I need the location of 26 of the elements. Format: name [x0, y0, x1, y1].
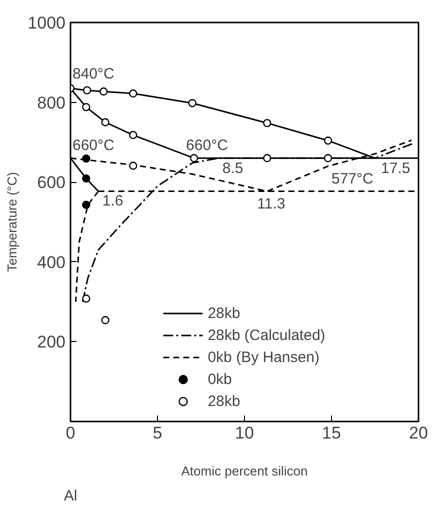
x-tick-label: 5 — [152, 424, 162, 442]
annotation: 8.5 — [222, 160, 244, 178]
annotation: 660°C — [72, 137, 115, 154]
x-axis-title: Atomic percent silicon — [181, 464, 308, 478]
legend-label: 0kb — [208, 370, 232, 388]
legend-label: 28kb (Calculated) — [208, 326, 326, 344]
y-tick-label: 1000 — [28, 14, 66, 32]
legend-label: 0kb (By Hansen) — [208, 348, 320, 366]
annotation: 1.6 — [102, 192, 124, 210]
x-tick-label: 10 — [235, 424, 254, 442]
annotation: 11.3 — [257, 195, 286, 212]
annotation: 840°C — [72, 65, 115, 82]
annotation: 660°C — [186, 137, 228, 154]
y-tick-label: 400 — [37, 252, 66, 272]
annotation: 577°C — [332, 170, 374, 188]
annotation: 17.5 — [381, 160, 410, 178]
y-tick-label: 200 — [37, 332, 66, 352]
x-tick-label: 15 — [322, 424, 341, 442]
legend-label: 28kb — [208, 304, 240, 322]
text: Al — [64, 488, 78, 504]
legend-label: 28kb — [208, 392, 240, 410]
x-tick-label: 0 — [66, 424, 76, 442]
x-tick-label: 20 — [409, 424, 428, 442]
y-tick-label: 800 — [37, 93, 66, 112]
y-axis-title: Temperature (°C) — [4, 172, 20, 272]
y-tick-label: 600 — [37, 173, 66, 192]
